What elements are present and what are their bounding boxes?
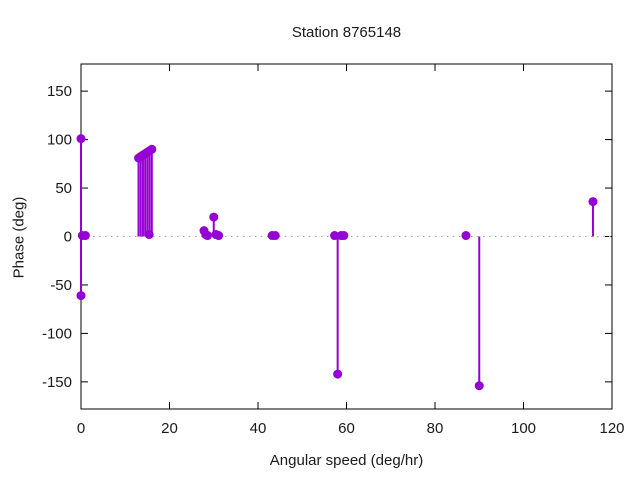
y-tick-label: 150: [47, 83, 72, 100]
data-point: [330, 231, 340, 241]
data-point: [209, 212, 219, 222]
x-tick-label: 80: [427, 420, 444, 437]
data-point: [461, 231, 471, 241]
x-tick-label: 20: [161, 420, 178, 437]
x-tick-label: 120: [599, 420, 624, 437]
data-point: [270, 231, 280, 241]
data-point: [147, 144, 157, 154]
data-point: [80, 231, 90, 241]
data-point: [474, 381, 484, 391]
data-point: [76, 134, 86, 144]
data-point: [588, 197, 598, 207]
y-tick-label: 50: [55, 180, 72, 197]
y-tick-label: -150: [42, 374, 72, 391]
x-tick-label: 0: [77, 420, 85, 437]
data-point: [203, 231, 213, 241]
data-point: [214, 231, 224, 241]
x-tick-label: 40: [250, 420, 267, 437]
x-tick-label: 100: [511, 420, 536, 437]
x-tick-label: 60: [338, 420, 355, 437]
y-tick-label: 0: [64, 229, 72, 246]
data-point: [144, 230, 154, 240]
data-point: [339, 231, 349, 241]
x-axis-label: Angular speed (deg/hr): [269, 452, 424, 469]
data-point: [76, 291, 86, 301]
y-tick-label: 100: [47, 132, 72, 149]
y-tick-label: -100: [42, 325, 72, 342]
y-tick-label: -50: [50, 277, 72, 294]
data-point: [333, 369, 343, 379]
chart-title: Station 8765148: [291, 24, 402, 41]
